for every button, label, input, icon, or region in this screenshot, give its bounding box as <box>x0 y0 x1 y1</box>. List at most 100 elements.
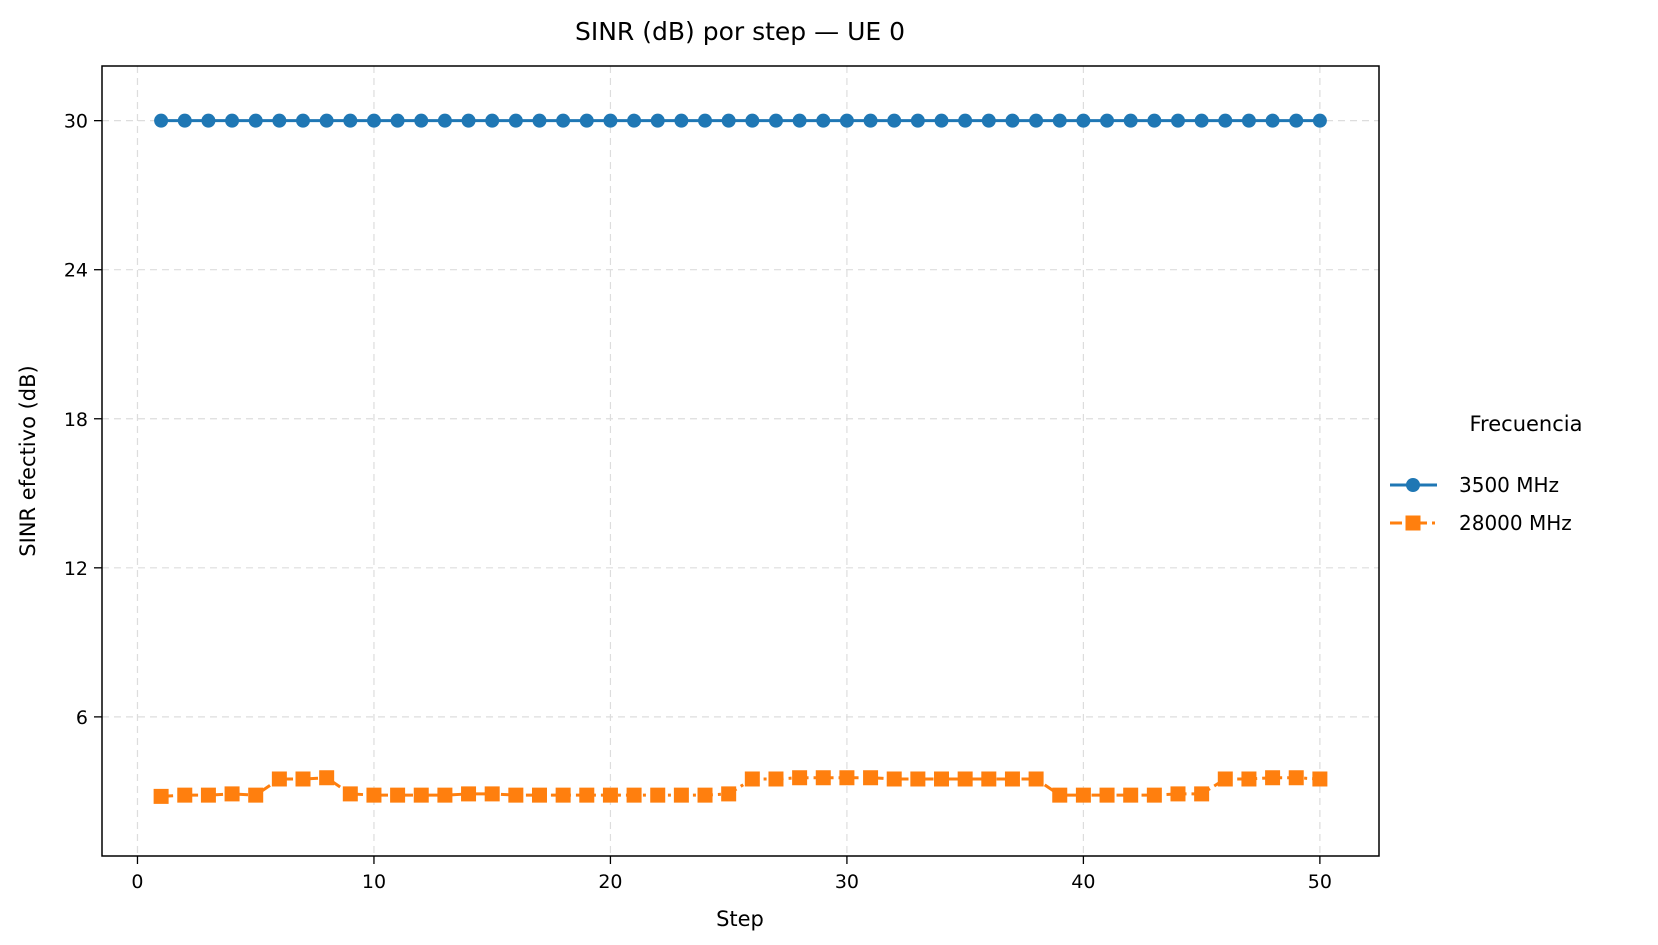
data-point <box>437 787 453 803</box>
legend: Frecuencia 3500 MHz 28000 MHz <box>1390 412 1582 535</box>
data-point <box>768 113 783 128</box>
data-point <box>224 786 240 802</box>
data-point <box>863 113 878 128</box>
data-point <box>248 787 264 803</box>
legend-item: 3500 MHz <box>1390 473 1559 497</box>
data-point <box>1099 787 1115 803</box>
data-point <box>177 787 193 803</box>
data-point <box>1241 113 1256 128</box>
data-point <box>957 771 973 787</box>
data-point <box>366 113 381 128</box>
data-point <box>887 113 902 128</box>
data-point <box>1147 113 1162 128</box>
data-point <box>225 113 240 128</box>
x-tick-label: 20 <box>598 871 622 893</box>
data-point <box>627 113 642 128</box>
data-point <box>271 771 287 787</box>
data-point <box>1005 113 1020 128</box>
data-point <box>1217 771 1233 787</box>
data-point <box>910 113 925 128</box>
data-point <box>1194 113 1209 128</box>
legend-label: 28000 MHz <box>1459 511 1572 535</box>
x-tick-label: 40 <box>1071 871 1095 893</box>
data-point <box>201 113 216 128</box>
series-0 <box>154 113 1327 128</box>
y-tick-label: 24 <box>64 260 88 282</box>
data-point <box>815 770 831 786</box>
data-point <box>390 787 406 803</box>
data-point <box>839 770 855 786</box>
data-point <box>579 113 594 128</box>
data-point <box>981 113 996 128</box>
data-point <box>461 786 477 802</box>
y-tick-label: 30 <box>64 111 88 133</box>
data-point <box>319 770 335 786</box>
y-axis-label: SINR efectivo (dB) <box>16 365 40 556</box>
legend-label: 3500 MHz <box>1459 473 1559 497</box>
x-axis-label: Step <box>716 907 764 931</box>
data-point <box>603 113 618 128</box>
data-point <box>296 113 311 128</box>
data-point <box>531 787 547 803</box>
series-1 <box>153 770 1328 804</box>
y-axis-ticks: 6 12 18 24 30 <box>64 111 102 729</box>
data-point <box>816 113 831 128</box>
data-point <box>177 113 192 128</box>
chart-title: SINR (dB) por step — UE 0 <box>575 17 905 46</box>
data-point <box>153 788 169 804</box>
data-point <box>1076 113 1091 128</box>
data-point <box>1194 786 1210 802</box>
x-axis-ticks: 0 10 20 30 40 50 <box>131 856 1332 893</box>
data-point <box>461 113 476 128</box>
data-point <box>1123 113 1138 128</box>
data-point <box>508 787 524 803</box>
data-point <box>1288 770 1304 786</box>
series-layer <box>153 113 1328 804</box>
data-point <box>1312 771 1328 787</box>
data-point <box>721 786 737 802</box>
data-point <box>698 113 713 128</box>
data-point <box>768 771 784 787</box>
data-point <box>200 787 216 803</box>
data-point <box>958 113 973 128</box>
y-tick-label: 6 <box>76 707 88 729</box>
data-point <box>792 770 808 786</box>
data-point <box>626 787 642 803</box>
x-tick-label: 0 <box>131 871 143 893</box>
data-point <box>697 787 713 803</box>
data-point <box>532 113 547 128</box>
data-point <box>555 787 571 803</box>
data-point <box>744 771 760 787</box>
data-point <box>1004 771 1020 787</box>
data-point <box>556 113 571 128</box>
x-tick-label: 10 <box>362 871 386 893</box>
data-point <box>413 787 429 803</box>
data-point <box>792 113 807 128</box>
data-point <box>295 771 311 787</box>
data-point <box>1312 113 1327 128</box>
data-point <box>910 771 926 787</box>
x-tick-label: 50 <box>1308 871 1332 893</box>
data-point <box>1123 787 1139 803</box>
data-point <box>1075 787 1091 803</box>
data-point <box>319 113 334 128</box>
data-point <box>839 113 854 128</box>
data-point <box>602 787 618 803</box>
data-point <box>342 786 358 802</box>
y-tick-label: 18 <box>64 409 88 431</box>
data-point <box>1100 113 1115 128</box>
data-point <box>721 113 736 128</box>
legend-marker <box>1405 515 1421 531</box>
data-point <box>579 787 595 803</box>
data-point <box>650 787 666 803</box>
data-point <box>1052 113 1067 128</box>
data-point <box>1028 771 1044 787</box>
legend-marker <box>1406 478 1420 492</box>
data-point <box>154 113 169 128</box>
data-point <box>886 771 902 787</box>
data-point <box>650 113 665 128</box>
data-point <box>673 787 689 803</box>
data-point <box>1241 771 1257 787</box>
